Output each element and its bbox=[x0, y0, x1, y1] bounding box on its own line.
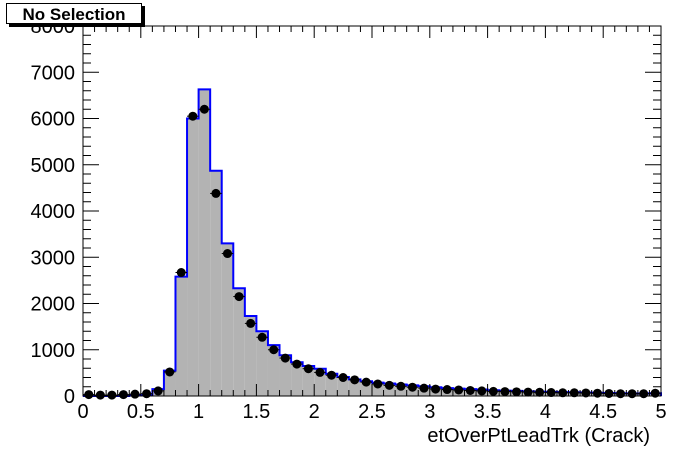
x-tick-label: 4.5 bbox=[589, 401, 617, 423]
data-point bbox=[221, 249, 234, 259]
data-point bbox=[210, 188, 222, 198]
histogram-bar bbox=[163, 370, 176, 396]
data-point bbox=[325, 370, 338, 380]
y-tick-label: 7000 bbox=[31, 62, 76, 84]
chart-title: No Selection bbox=[6, 3, 142, 24]
histogram-bar bbox=[221, 243, 234, 396]
data-point bbox=[533, 387, 546, 397]
x-tick-label: 0.5 bbox=[127, 401, 155, 423]
data-point bbox=[395, 381, 407, 391]
histogram-bar bbox=[325, 373, 338, 396]
data-point bbox=[568, 388, 581, 398]
data-point bbox=[464, 385, 477, 395]
data-point bbox=[556, 388, 569, 398]
data-point bbox=[499, 387, 511, 397]
histogram-bar bbox=[210, 170, 222, 396]
data-point bbox=[372, 379, 384, 389]
histogram-bar bbox=[348, 379, 361, 396]
data-point bbox=[279, 353, 292, 363]
x-tick-label: 4 bbox=[540, 401, 551, 423]
data-point bbox=[383, 380, 396, 390]
x-tick-label: 2.5 bbox=[358, 401, 386, 423]
y-tick-label: 5000 bbox=[31, 155, 76, 177]
data-point bbox=[418, 383, 430, 393]
data-point bbox=[510, 387, 523, 397]
data-point bbox=[545, 388, 557, 398]
data-point bbox=[302, 364, 315, 374]
data-point bbox=[163, 367, 176, 377]
y-tick-label: 0 bbox=[64, 386, 75, 408]
y-tick-label: 1000 bbox=[31, 340, 76, 362]
data-point bbox=[591, 388, 604, 398]
data-point bbox=[244, 318, 257, 328]
data-point bbox=[198, 104, 211, 114]
histogram-bar bbox=[360, 381, 372, 396]
data-point bbox=[406, 382, 419, 392]
histogram-bar bbox=[233, 288, 245, 396]
data-point bbox=[187, 111, 199, 121]
data-point bbox=[117, 390, 130, 400]
x-tick-label: 3 bbox=[424, 401, 435, 423]
x-tick-label: 5 bbox=[655, 401, 666, 423]
histogram-bar bbox=[279, 355, 292, 396]
histogram-bar bbox=[256, 331, 268, 396]
data-point bbox=[314, 367, 326, 377]
histogram-bar bbox=[267, 345, 280, 396]
data-point bbox=[256, 332, 268, 342]
histogram-bar bbox=[244, 315, 257, 396]
data-point bbox=[649, 388, 661, 398]
histogram-bar bbox=[314, 368, 326, 396]
x-axis-label: etOverPtLeadTrk (Crack) bbox=[427, 425, 650, 447]
y-tick-label: 2000 bbox=[31, 294, 76, 316]
y-tick-label: 4000 bbox=[31, 201, 76, 223]
histogram-bar bbox=[302, 365, 315, 396]
data-point bbox=[267, 345, 280, 355]
data-point bbox=[580, 388, 592, 398]
x-tick-label: 1.5 bbox=[242, 401, 270, 423]
data-point bbox=[291, 359, 303, 369]
data-point bbox=[152, 386, 164, 396]
data-point bbox=[476, 386, 488, 396]
x-tick-label: 3.5 bbox=[474, 401, 502, 423]
y-tick-label: 6000 bbox=[31, 109, 76, 131]
data-point bbox=[522, 387, 534, 397]
x-tick-label: 0 bbox=[77, 401, 88, 423]
x-tick-label: 2 bbox=[309, 401, 320, 423]
data-point bbox=[429, 384, 442, 394]
data-point bbox=[487, 386, 500, 396]
data-point bbox=[233, 292, 245, 302]
data-point bbox=[106, 390, 118, 400]
data-point bbox=[348, 375, 361, 385]
data-point bbox=[175, 268, 188, 278]
histogram-bar bbox=[198, 89, 211, 397]
data-point bbox=[452, 385, 465, 395]
histogram-bar bbox=[372, 382, 384, 396]
histogram-bar bbox=[291, 362, 303, 396]
data-point bbox=[337, 373, 349, 382]
plot-frame bbox=[82, 25, 662, 397]
histogram-bar bbox=[175, 276, 188, 396]
histogram-bar bbox=[337, 377, 349, 396]
data-point bbox=[441, 385, 453, 395]
histogram-bar bbox=[187, 118, 199, 396]
data-point bbox=[360, 377, 372, 387]
x-tick-label: 1 bbox=[193, 401, 204, 423]
data-points-layer bbox=[83, 104, 661, 400]
axes-layer: 0 0.5 1 1.5 2 2.5 3 3.5 4 4.5 5 0 1000 2000 3000 4000 50… bbox=[31, 16, 667, 423]
y-tick-label: 3000 bbox=[31, 247, 76, 269]
